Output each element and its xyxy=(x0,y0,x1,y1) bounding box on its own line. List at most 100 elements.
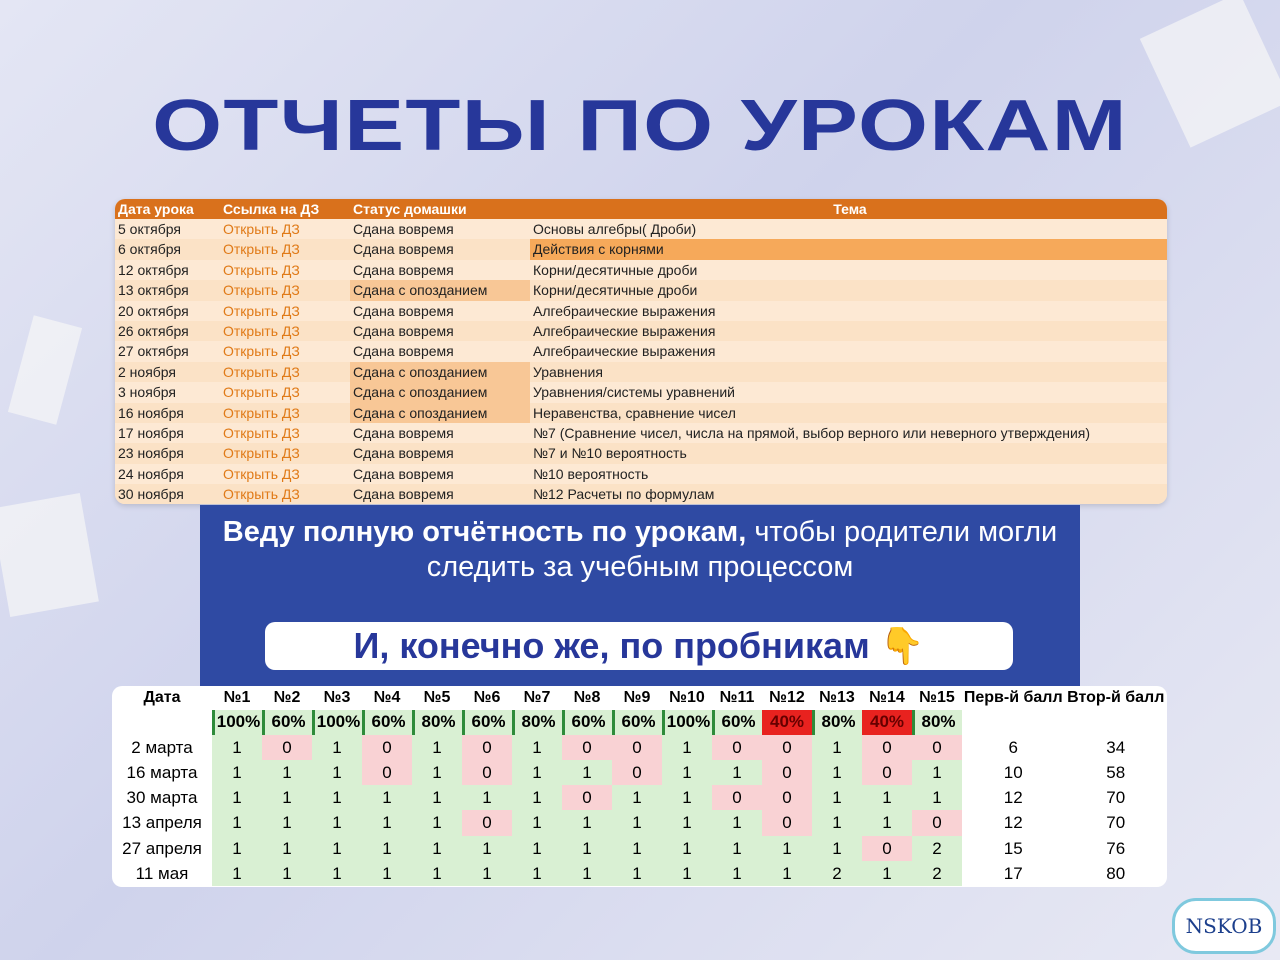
cell: 1 xyxy=(862,861,912,887)
cell: 1 xyxy=(612,835,662,862)
header-cell: №4 xyxy=(373,689,401,706)
cell: 30 марта xyxy=(126,788,198,808)
cell: Сдана с опозданием xyxy=(350,382,530,403)
cell: 1 xyxy=(762,861,812,887)
header-cell: Перв-й балл xyxy=(963,689,1063,706)
cell: №7 и №10 вероятность xyxy=(533,445,687,462)
header-cell: Дата xyxy=(143,689,181,706)
link[interactable]: Открыть ДЗ xyxy=(223,322,300,339)
header-cell: №15 xyxy=(919,689,955,706)
cell: 1 xyxy=(812,785,862,811)
cell: 0 xyxy=(862,835,912,862)
header-cell: №14 xyxy=(869,689,905,706)
cell: 1 xyxy=(462,785,512,811)
caption-bold: Веду полную отчётность по урокам, xyxy=(222,516,747,548)
percent-cell: 80% xyxy=(512,710,562,735)
cell: 1 xyxy=(712,835,762,862)
cell: 26 октября xyxy=(118,322,189,339)
link[interactable]: Открыть ДЗ xyxy=(223,343,300,360)
percent-cell: 100% xyxy=(212,710,262,735)
row: 11 мая 1 1 1 1 1 1 1 1 1 1 1 1 2 1 2 17 80 xyxy=(112,861,1167,887)
cell: Действия с корнями xyxy=(530,239,1167,260)
link[interactable]: Открыть ДЗ xyxy=(223,363,300,380)
header-row: Дата урока Ссылка на ДЗ Статус домашки Тема xyxy=(115,199,1167,219)
cell: 1 xyxy=(412,785,462,811)
link[interactable]: Открыть ДЗ xyxy=(223,465,300,482)
cell: 1 xyxy=(212,734,262,760)
row: 24 ноября Открыть ДЗ Сдана вовремя №10 веро… xyxy=(115,464,1167,484)
header-cell: №5 xyxy=(423,689,451,706)
cell: №10 вероятность xyxy=(533,465,649,482)
row: 16 ноября Открыть ДЗ Сдана с опозданием Нер… xyxy=(115,402,1167,423)
cell: 27 апреля xyxy=(122,838,202,858)
cell: 1 xyxy=(312,785,362,811)
cell: 1 xyxy=(212,759,262,786)
header-cell: Статус домашки xyxy=(353,201,467,217)
cell: 1 xyxy=(412,861,462,887)
header-cell: №10 xyxy=(669,689,705,706)
link[interactable]: Открыть ДЗ xyxy=(223,241,300,258)
link[interactable]: Открыть ДЗ xyxy=(223,445,300,462)
cell: Основы алгебры( Дроби) xyxy=(533,221,697,237)
link[interactable]: Открыть ДЗ xyxy=(223,302,300,319)
cell: 23 ноября xyxy=(118,445,184,462)
cell: 2 марта xyxy=(131,737,193,757)
cell: 1 xyxy=(562,861,612,887)
cell: 1 xyxy=(262,759,312,786)
cell: 1 xyxy=(812,835,862,862)
cell: 70 xyxy=(1106,813,1126,833)
cell: 0 xyxy=(862,734,912,760)
cell: 0 xyxy=(462,759,512,786)
header-cell: №7 xyxy=(523,689,551,706)
cell: 1 xyxy=(512,759,562,786)
decor-paper xyxy=(0,493,99,617)
link[interactable]: Открыть ДЗ xyxy=(223,221,300,237)
cell: 12 октября xyxy=(118,261,189,278)
cell: 0 xyxy=(712,785,762,811)
caption: Веду полную отчётность по урокам, чтобы … xyxy=(200,515,1080,585)
percent-cell: 100% xyxy=(312,710,362,735)
cell: 1 xyxy=(362,810,412,836)
percent-cell: 60% xyxy=(262,710,312,735)
cell: 2 xyxy=(812,861,862,887)
cell: 1 xyxy=(712,759,762,786)
cell: 1 xyxy=(812,759,862,786)
cell: 0 xyxy=(362,759,412,786)
cell: Уравнения/системы уравнений xyxy=(533,384,735,401)
header-cell: Дата урока xyxy=(118,201,194,217)
percent-cell: 60% xyxy=(562,710,612,735)
caption-rest: чтобы родители могли следить за учебным … xyxy=(426,516,1058,583)
cell: 1 xyxy=(912,785,962,811)
cell: Сдана вовремя xyxy=(353,302,454,319)
link[interactable]: Открыть ДЗ xyxy=(223,282,300,299)
link[interactable]: Открыть ДЗ xyxy=(223,486,300,503)
row: 20 октября Открыть ДЗ Сдана вовремя Алгебра… xyxy=(115,301,1167,321)
cell: 0 xyxy=(562,734,612,760)
link[interactable]: Открыть ДЗ xyxy=(223,384,300,401)
link[interactable]: Открыть ДЗ xyxy=(223,261,300,278)
cell: 1 xyxy=(812,810,862,836)
cell: 1 xyxy=(512,810,562,836)
percent-cell: 80% xyxy=(412,710,462,735)
cell: 1 xyxy=(912,759,962,786)
cell: Сдана с опозданием xyxy=(350,361,530,383)
cell: Алгебраические выражения xyxy=(533,302,716,319)
cell: 1 xyxy=(762,835,812,862)
cell: 12 xyxy=(1003,788,1023,808)
row: 2 ноября Открыть ДЗ Сдана с опозданием Урав… xyxy=(115,361,1167,383)
cell: 1 xyxy=(562,810,612,836)
row: 23 ноября Открыть ДЗ Сдана вовремя №7 и №10… xyxy=(115,443,1167,464)
cell: 1 xyxy=(412,734,462,760)
cell: 0 xyxy=(462,810,512,836)
cell: 5 октября xyxy=(118,221,181,237)
cell: 0 xyxy=(562,785,612,811)
cell: 1 xyxy=(662,785,712,811)
link[interactable]: Открыть ДЗ xyxy=(223,424,300,441)
cell: 1 xyxy=(862,785,912,811)
link[interactable]: Открыть ДЗ xyxy=(223,404,300,421)
cell: 2 ноября xyxy=(118,363,177,380)
cell: 11 мая xyxy=(135,864,189,884)
header-cell: Втор-й балл xyxy=(1067,689,1165,706)
cell: 1 xyxy=(562,835,612,862)
header-cell: №11 xyxy=(719,689,755,706)
